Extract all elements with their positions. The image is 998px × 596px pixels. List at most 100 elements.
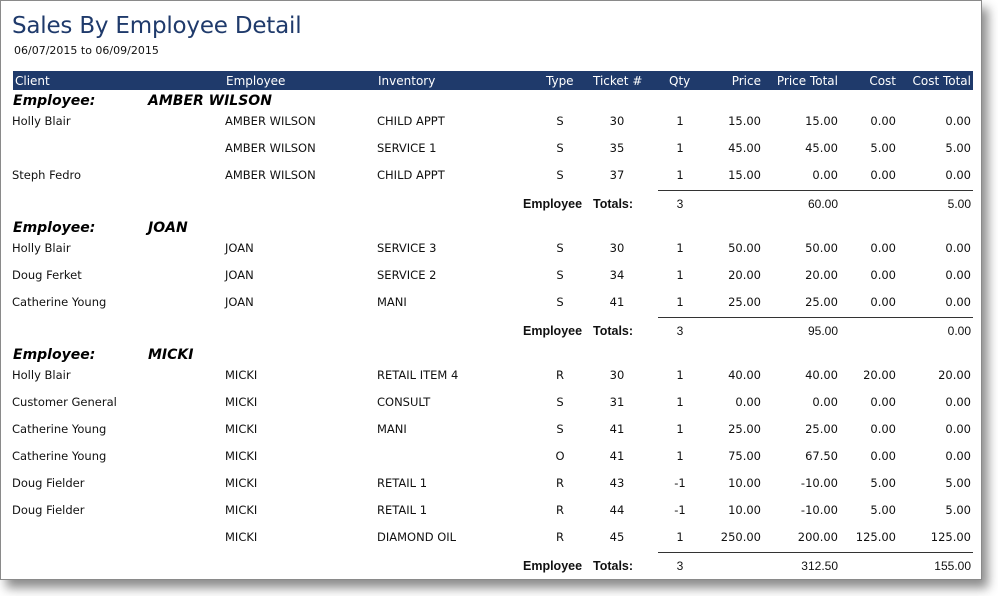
cell-employee: MICKI (225, 503, 258, 517)
totals-price-total: 95.00 (807, 324, 838, 338)
cell-cost: 5.00 (870, 476, 896, 490)
cell-qty: 1 (676, 395, 684, 409)
cell-price: 0.00 (735, 395, 761, 409)
cell-ticket: 41 (609, 422, 625, 436)
cell-cost: 0.00 (870, 241, 896, 255)
report-page: Sales By Employee Detail 06/07/2015 to 0… (0, 0, 982, 580)
cell-cost: 5.00 (870, 141, 896, 155)
cell-cost-total: 0.00 (945, 422, 971, 436)
cell-cost-total: 5.00 (945, 141, 971, 155)
column-header-price: Price (731, 74, 761, 88)
cell-cost-total: 5.00 (945, 476, 971, 490)
cell-ticket: 30 (609, 114, 625, 128)
cell-employee: MICKI (225, 395, 258, 409)
cell-price-total: 0.00 (812, 168, 838, 182)
cell-price-total: 15.00 (805, 114, 838, 128)
cell-price-total: -10.00 (800, 503, 838, 517)
cell-cost: 0.00 (870, 268, 896, 282)
cell-employee: JOAN (225, 241, 254, 255)
cell-price-total: 50.00 (805, 241, 838, 255)
cell-type: R (556, 503, 564, 517)
cell-cost-total: 0.00 (945, 295, 971, 309)
column-header-qty: Qty (669, 74, 691, 88)
cell-cost: 0.00 (870, 449, 896, 463)
cell-employee: JOAN (225, 295, 254, 309)
cell-cost-total: 0.00 (945, 114, 971, 128)
cell-cost: 0.00 (870, 114, 896, 128)
cell-price: 15.00 (728, 168, 761, 182)
totals-price-total: 60.00 (807, 197, 838, 211)
employee-group-name: AMBER WILSON (148, 93, 272, 109)
employee-group-name: MICKI (148, 347, 194, 363)
cell-price-total: 20.00 (805, 268, 838, 282)
cell-employee: AMBER WILSON (225, 141, 316, 155)
cell-ticket: 44 (609, 503, 625, 517)
cell-price: 250.00 (720, 530, 761, 544)
cell-type: S (556, 114, 564, 128)
cell-inventory: RETAIL 1 (377, 476, 428, 490)
cell-ticket: 35 (609, 141, 625, 155)
column-header-client: Client (15, 74, 50, 88)
cell-type: S (556, 168, 564, 182)
column-header-bar: Client Employee Inventory Type Ticket # … (13, 71, 973, 90)
cell-price: 20.00 (728, 268, 761, 282)
column-header-ticket: Ticket # (593, 74, 643, 88)
cell-type: S (556, 141, 564, 155)
cell-ticket: 30 (609, 368, 625, 382)
cell-inventory: SERVICE 3 (377, 241, 437, 255)
cell-cost-total: 0.00 (945, 168, 971, 182)
cell-cost-total: 0.00 (945, 449, 971, 463)
cell-price: 10.00 (728, 503, 761, 517)
column-header-cost-total: Cost Total (912, 74, 971, 88)
cell-price-total: 40.00 (805, 368, 838, 382)
cell-client: Customer General (12, 395, 117, 409)
cell-qty: -1 (674, 476, 686, 490)
cell-cost: 20.00 (863, 368, 896, 382)
totals-cost-total: 155.00 (934, 559, 971, 573)
cell-client: Steph Fedro (12, 168, 81, 182)
column-header-employee: Employee (226, 74, 286, 88)
cell-inventory: RETAIL 1 (377, 503, 428, 517)
cell-ticket: 30 (609, 241, 625, 255)
cell-employee: MICKI (225, 368, 258, 382)
cell-qty: 1 (676, 168, 684, 182)
cell-client: Holly Blair (12, 368, 71, 382)
cell-employee: AMBER WILSON (225, 168, 316, 182)
cell-cost-total: 5.00 (945, 503, 971, 517)
column-header-cost: Cost (869, 74, 896, 88)
totals-qty: 3 (676, 324, 684, 338)
employee-group-label: Employee: (13, 220, 96, 236)
cell-price: 25.00 (728, 422, 761, 436)
cell-employee: MICKI (225, 476, 258, 490)
cell-employee: AMBER WILSON (225, 114, 316, 128)
cell-client: Holly Blair (12, 241, 71, 255)
cell-client: Catherine Young (12, 449, 107, 463)
cell-price: 45.00 (728, 141, 761, 155)
cell-cost: 0.00 (870, 422, 896, 436)
cell-qty: -1 (674, 503, 686, 517)
cell-price: 40.00 (728, 368, 761, 382)
totals-label-totals: Totals: (593, 559, 634, 573)
cell-inventory: CHILD APPT (377, 168, 445, 182)
cell-cost-total: 0.00 (945, 241, 971, 255)
cell-type: R (556, 530, 564, 544)
cell-inventory: MANI (377, 422, 407, 436)
cell-ticket: 41 (609, 295, 625, 309)
cell-employee: MICKI (225, 530, 258, 544)
cell-employee: MICKI (225, 449, 258, 463)
column-header-type: Type (546, 74, 574, 88)
cell-type: S (556, 241, 564, 255)
totals-qty: 3 (676, 559, 684, 573)
cell-price-total: 200.00 (797, 530, 838, 544)
cell-cost-total: 20.00 (938, 368, 971, 382)
cell-cost-total: 0.00 (945, 268, 971, 282)
cell-ticket: 31 (609, 395, 625, 409)
cell-price-total: -10.00 (800, 476, 838, 490)
cell-cost: 0.00 (870, 168, 896, 182)
totals-rule (658, 190, 973, 191)
cell-cost: 0.00 (870, 395, 896, 409)
totals-qty: 3 (676, 197, 684, 211)
cell-inventory: CHILD APPT (377, 114, 445, 128)
report-date-range: 06/07/2015 to 06/09/2015 (14, 44, 159, 57)
cell-employee: MICKI (225, 422, 258, 436)
